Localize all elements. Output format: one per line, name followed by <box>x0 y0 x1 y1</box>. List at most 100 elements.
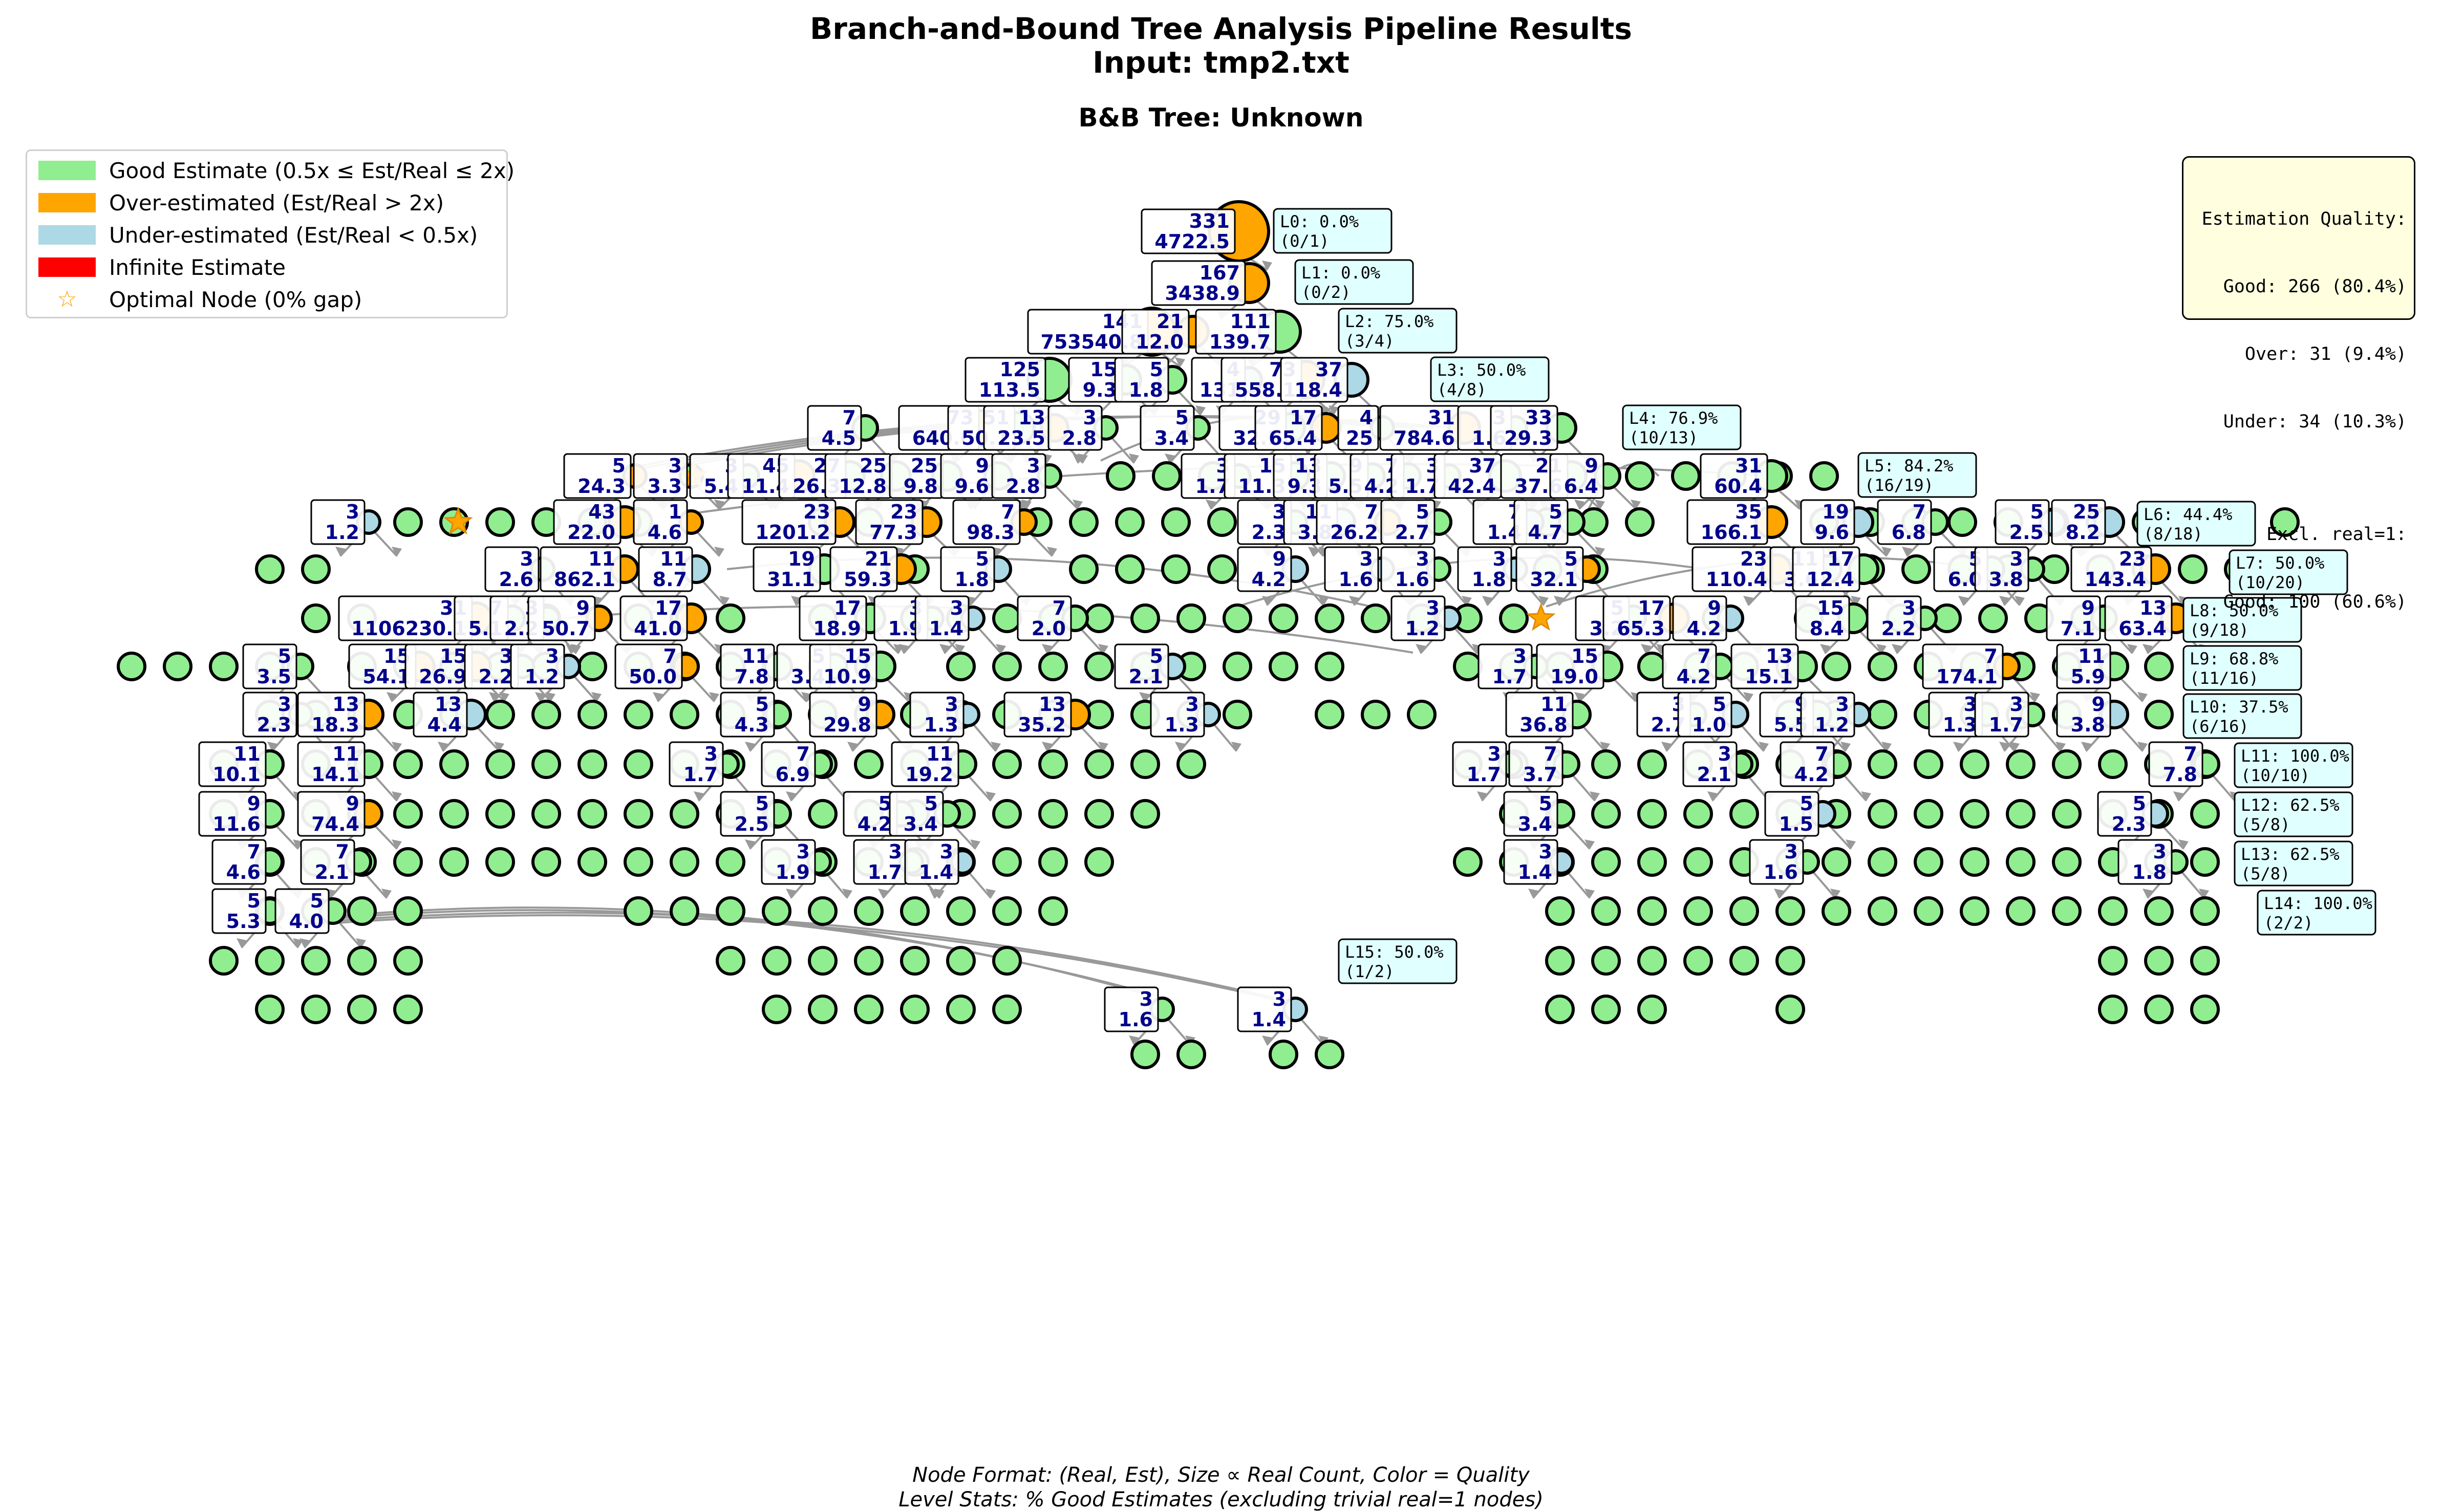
tree-node <box>2006 749 2036 779</box>
node-label-box <box>809 643 877 689</box>
node-estimate: 1.8 <box>955 568 989 591</box>
tree-node <box>2190 995 2220 1024</box>
tree-edge <box>1775 487 1801 510</box>
level-stat-count: (5/8) <box>2241 864 2290 883</box>
edge-arrowhead <box>1846 839 1856 850</box>
chart-title: Branch-and-Bound Tree Analysis Pipeline … <box>810 11 1632 46</box>
tree-edge <box>1566 823 1591 850</box>
node-estimate: 59.3 <box>844 568 892 591</box>
node-real-count: 3 <box>1836 693 1849 716</box>
node-estimate: 2.5 <box>2009 521 2044 544</box>
tree-edge <box>977 627 1002 654</box>
node-estimate: 3.7 <box>1523 763 1557 786</box>
level-stat-percent: L13: 62.5% <box>2241 845 2340 864</box>
node-real-count: 9 <box>1585 455 1598 477</box>
edge-arrowhead <box>1743 596 1753 606</box>
tree-node <box>577 847 607 877</box>
tree-edge <box>1212 723 1237 752</box>
tree-node <box>1084 799 1114 829</box>
tree-node <box>946 995 976 1024</box>
node-real-count: 19 <box>788 548 815 570</box>
node-real-count: 13 <box>1766 645 1793 667</box>
node-real-count: 43 <box>588 501 615 523</box>
node-estimate: 4.2 <box>1794 763 1829 786</box>
legend-swatch-infinite <box>38 257 96 277</box>
node-real-count: 5 <box>1150 358 1163 381</box>
tree-node <box>1868 847 1897 877</box>
node-estimate: 60.4 <box>1714 475 1762 498</box>
tree-node <box>531 700 561 729</box>
tree-node <box>992 749 1022 779</box>
node-estimate: 1.7 <box>1492 665 1527 688</box>
node-label-box <box>1800 692 1855 738</box>
tree-node <box>1868 652 1897 681</box>
node-real-count: 35 <box>1735 501 1762 523</box>
edge-arrowhead <box>694 791 704 802</box>
legend-item-under: Under-estimated (Est/Real < 0.5x) <box>38 222 478 248</box>
legend-label-good: Good Estimate (0.5x ≤ Est/Real ≤ 2x) <box>109 158 515 183</box>
level-stat-percent: L15: 50.0% <box>1345 942 1444 962</box>
node-estimate: 24.3 <box>577 475 626 498</box>
node-label-box <box>720 791 775 837</box>
edge-arrowhead <box>2015 596 2025 606</box>
node-real-count: 7 <box>1913 501 1926 523</box>
level-stat-percent: L2: 75.0% <box>1345 312 1433 331</box>
tree-node <box>624 700 653 729</box>
node-estimate: 1.4 <box>1518 861 1552 883</box>
legend-swatch-under <box>38 225 96 245</box>
node-real-count: 25 <box>860 455 887 477</box>
estimation-quality-box: Estimation Quality: Good: 266 (80.4%) Ov… <box>2182 156 2415 612</box>
tree-node <box>854 896 884 926</box>
node-label-box <box>211 888 267 934</box>
node-real-count: 9 <box>2082 597 2095 619</box>
level-stat-box <box>2182 693 2302 739</box>
node-estimate: 2.3 <box>257 714 291 736</box>
node-estimate: 3.4 <box>904 813 938 835</box>
node-labels: 3314722.51673438.9141753540.82112.011113… <box>198 208 2203 1032</box>
tree-node <box>1038 652 1068 681</box>
node-label-box <box>909 692 965 738</box>
edge-arrowhead <box>1042 742 1052 752</box>
chart-title-input: Input: tmp2.txt <box>1093 45 1349 80</box>
tree-node <box>854 995 884 1024</box>
node-real-count: 3 <box>1493 548 1506 570</box>
edge-arrowhead <box>2173 791 2183 802</box>
level-stat-count: (5/8) <box>2241 815 2290 834</box>
node-estimate: 8.7 <box>653 568 687 591</box>
tree-node <box>577 652 607 681</box>
node-estimate: 42.4 <box>1448 475 1496 498</box>
edge-arrowhead <box>387 692 397 702</box>
node-real-count: 3 <box>1140 988 1153 1010</box>
node-label-box <box>413 692 468 738</box>
node-estimate: 2.1 <box>1697 763 1731 786</box>
node-label-box <box>198 741 267 787</box>
node-label-box <box>1536 643 1604 689</box>
tree-node <box>2098 946 2128 976</box>
edge-arrowhead <box>591 692 602 702</box>
tree-edge <box>2118 676 2144 702</box>
tree-edge <box>2159 823 2184 850</box>
level-stat-box <box>2182 645 2302 691</box>
edge-arrowhead <box>1881 742 1892 752</box>
node-real-count: 15 <box>844 645 871 667</box>
node-real-count: 7 <box>1698 645 1711 667</box>
level-stat-percent: L4: 76.9% <box>1629 408 1718 428</box>
tree-node <box>1223 652 1252 681</box>
node-label-box <box>1380 499 1436 545</box>
edge-arrowhead <box>2178 839 2189 850</box>
node-real-count: 13 <box>2139 597 2167 619</box>
node-label-box <box>1877 499 1932 545</box>
node-label-box <box>1237 986 1292 1032</box>
tree-node <box>992 799 1022 829</box>
edge-arrowhead <box>1876 644 1887 654</box>
tree-node <box>393 995 423 1024</box>
tree-node <box>624 749 653 779</box>
edge-arrowhead <box>1042 644 1052 654</box>
node-label-box <box>914 595 970 641</box>
node-real-count: 23 <box>2119 548 2146 570</box>
tree-edge <box>337 920 362 948</box>
tree-node <box>1545 946 1575 976</box>
tree-node <box>1115 554 1145 584</box>
node-estimate: 2.8 <box>1062 427 1097 449</box>
node-estimate: 2.2 <box>1881 617 1916 640</box>
